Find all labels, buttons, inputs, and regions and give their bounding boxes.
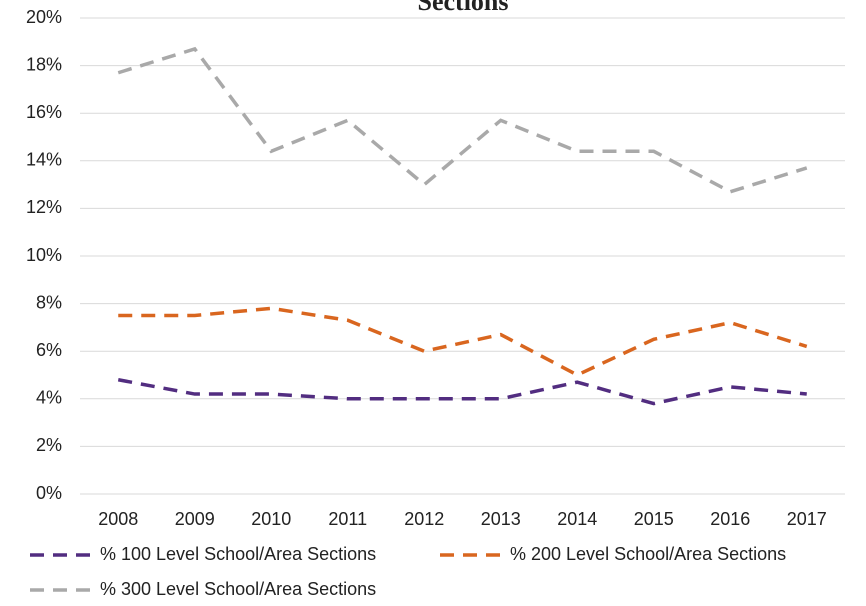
series-line — [117, 46, 808, 194]
x-tick-label: 2013 — [481, 509, 521, 529]
chart-title: Sections — [418, 0, 509, 16]
x-tick-label: 2009 — [175, 509, 215, 529]
series-line — [118, 306, 808, 377]
legend-label: % 200 Level School/Area Sections — [510, 544, 786, 564]
series-line — [117, 378, 807, 406]
y-tick-label: 2% — [36, 435, 62, 455]
x-tick-label: 2014 — [557, 509, 597, 529]
y-tick-label: 6% — [36, 340, 62, 360]
x-tick-label: 2017 — [787, 509, 827, 529]
x-tick-label: 2010 — [251, 509, 291, 529]
legend-label: % 300 Level School/Area Sections — [100, 579, 376, 599]
y-tick-label: 10% — [26, 245, 62, 265]
x-tick-label: 2012 — [404, 509, 444, 529]
x-tick-label: 2015 — [634, 509, 674, 529]
y-tick-label: 16% — [26, 102, 62, 122]
x-tick-label: 2008 — [98, 509, 138, 529]
y-tick-label: 20% — [26, 7, 62, 27]
y-tick-label: 0% — [36, 483, 62, 503]
y-tick-label: 14% — [26, 150, 62, 170]
legend-label: % 100 Level School/Area Sections — [100, 544, 376, 564]
y-tick-label: 18% — [26, 54, 62, 74]
y-tick-label: 4% — [36, 388, 62, 408]
x-tick-label: 2016 — [710, 509, 750, 529]
x-tick-label: 2011 — [328, 509, 367, 529]
y-tick-label: 12% — [26, 197, 62, 217]
y-tick-label: 8% — [36, 292, 62, 312]
